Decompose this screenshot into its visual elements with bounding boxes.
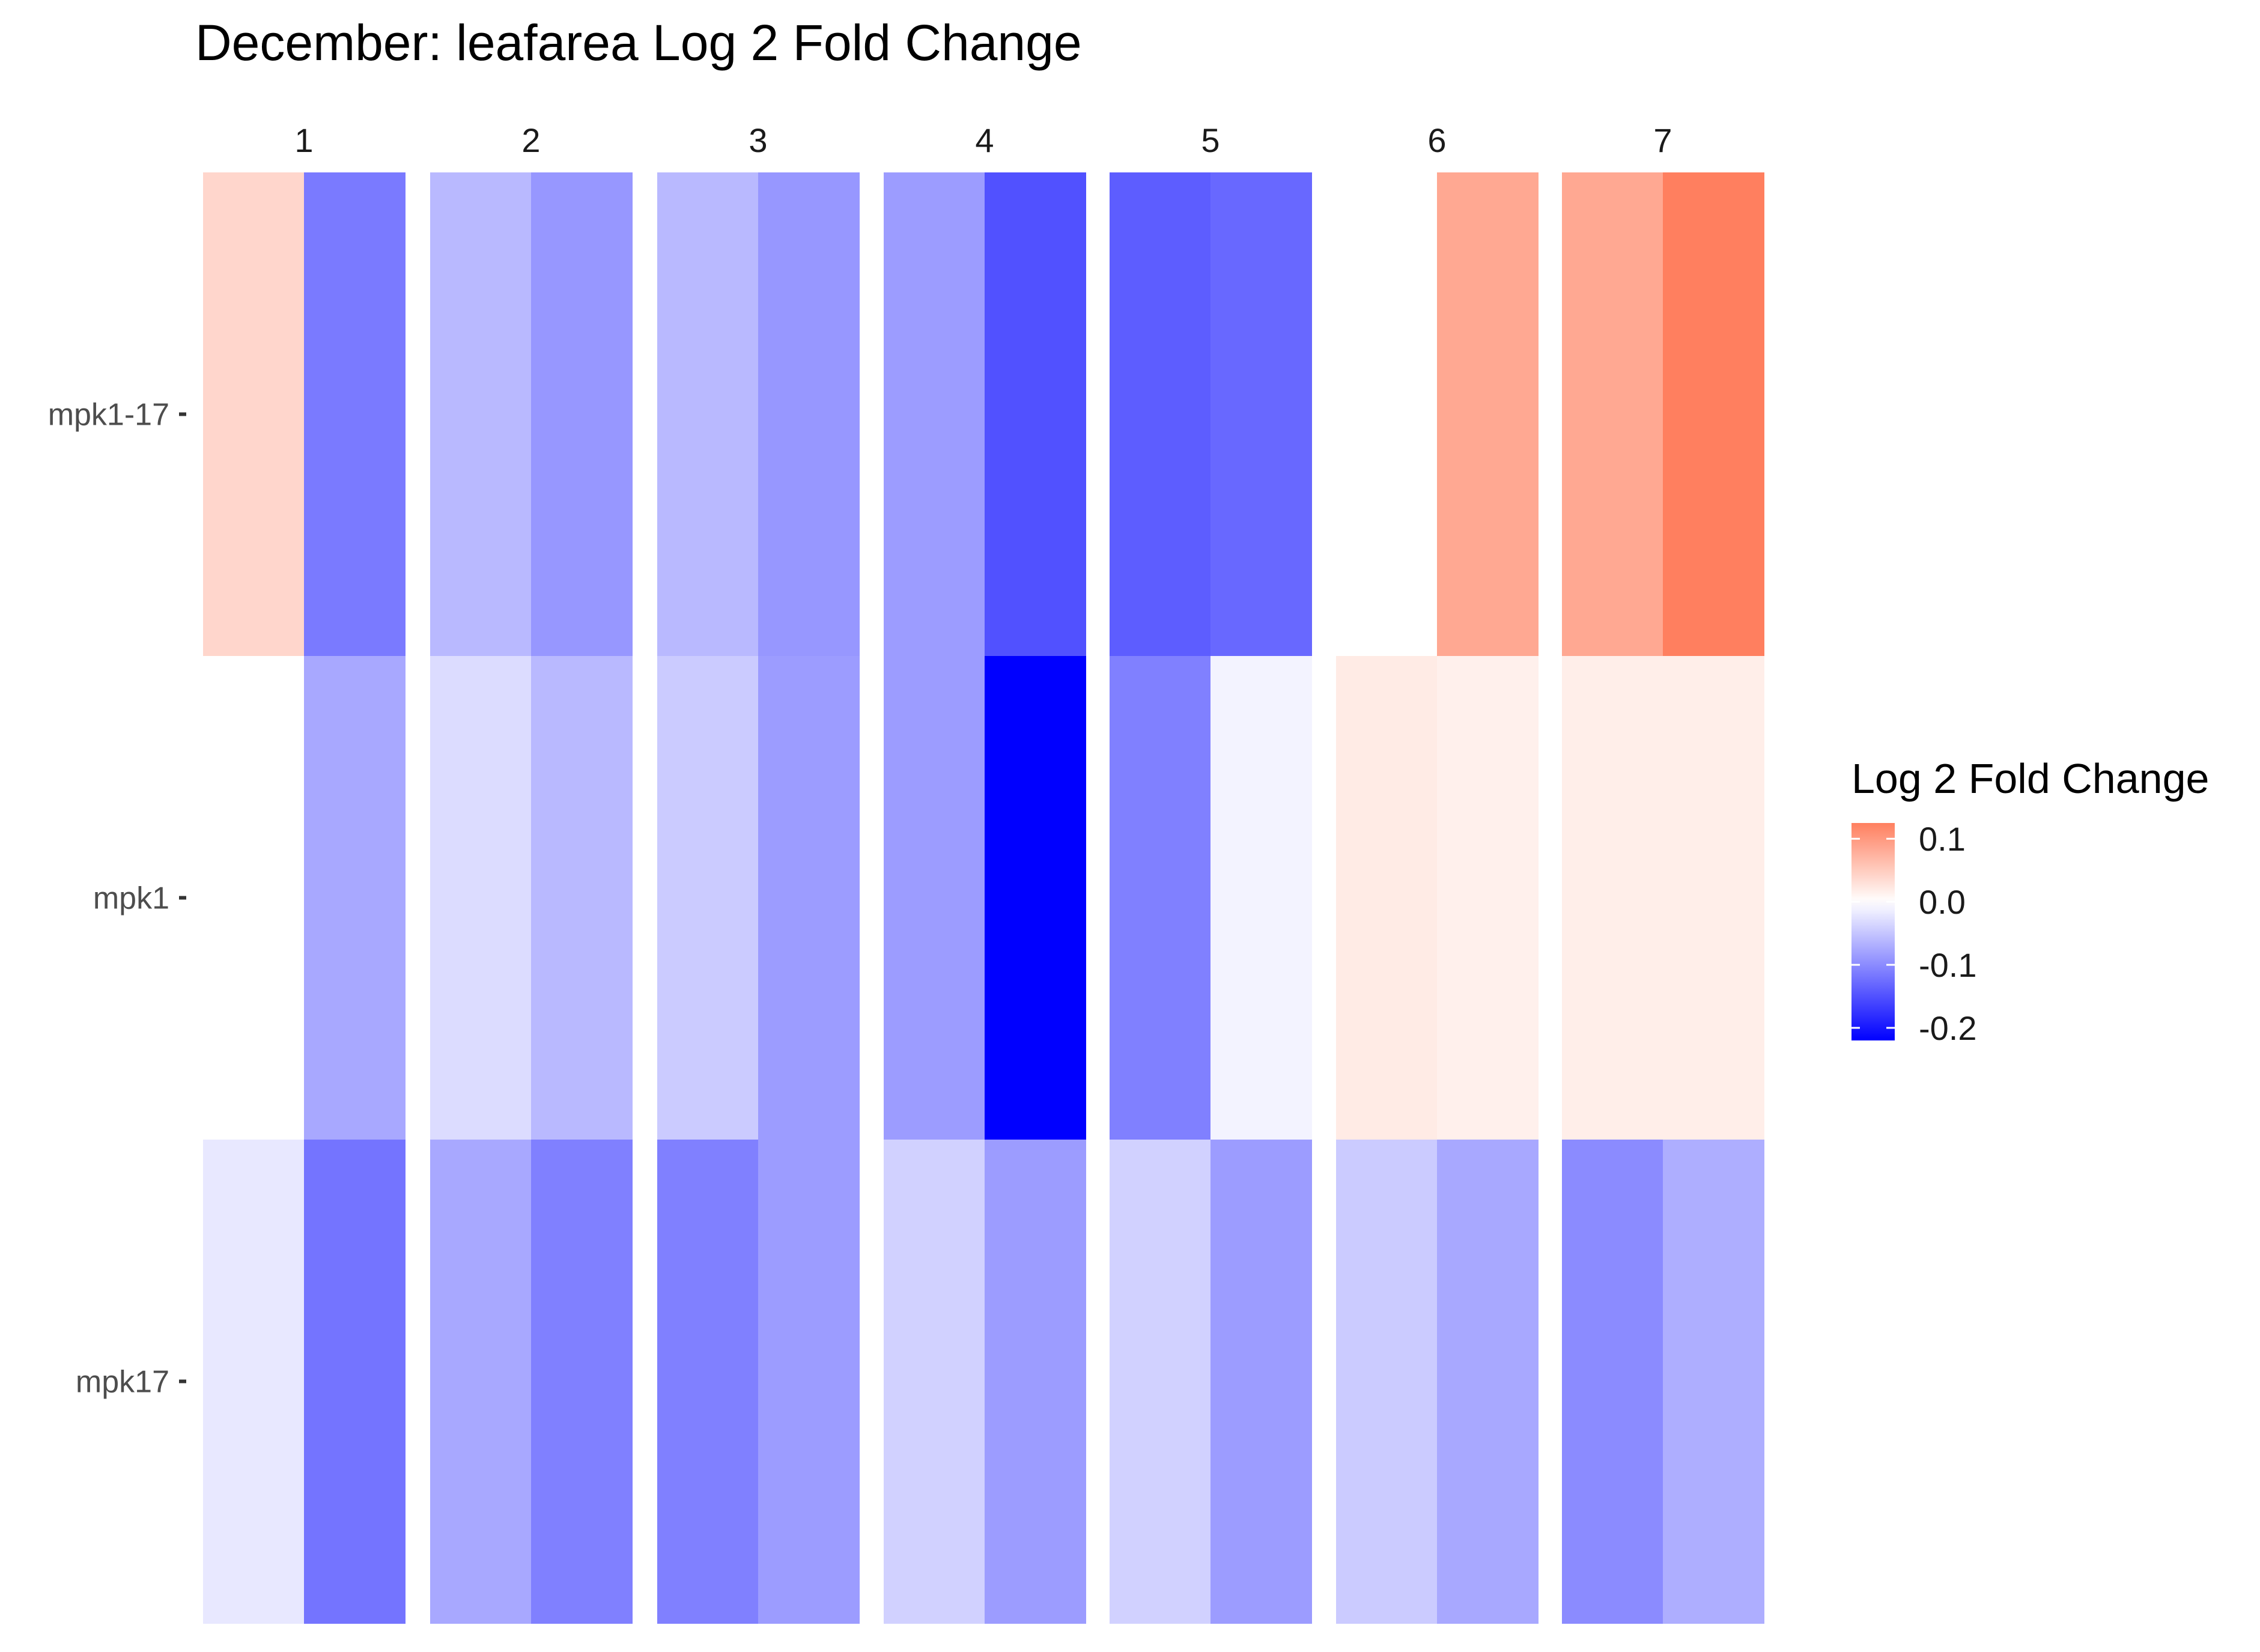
- tile-mpk1-17-7-1: [1562, 172, 1663, 657]
- facet-label-1: 1: [294, 121, 313, 159]
- tile-mpk1-1-1: [203, 656, 305, 1140]
- tile-mpk1-2-1: [430, 656, 532, 1140]
- tile-mpk17-2-2: [531, 1140, 633, 1624]
- tile-mpk1-3-2: [758, 656, 860, 1140]
- tile-mpk1-2-2: [531, 656, 633, 1140]
- tile-mpk17-5-1: [1110, 1140, 1211, 1624]
- y-tick-label-mpk17: mpk17: [76, 1365, 169, 1400]
- tile-mpk17-6-2: [1437, 1140, 1539, 1624]
- tile-mpk1-17-1-2: [304, 172, 406, 657]
- tile-mpk1-5-1: [1110, 656, 1211, 1140]
- tile-mpk1-6-1: [1336, 656, 1438, 1140]
- tile-mpk1-17-4-1: [884, 172, 985, 657]
- facet-labels: 1 2 3 4 5 6 7: [294, 121, 1672, 159]
- y-tick-label-mpk1: mpk1: [93, 881, 169, 916]
- legend-title: Log 2 Fold Change: [1851, 755, 2209, 802]
- tile-mpk1-5-2: [1210, 656, 1312, 1140]
- facet-label-3: 3: [749, 121, 767, 159]
- facet-label-6: 6: [1427, 121, 1446, 159]
- tile-mpk1-17-2-1: [430, 172, 532, 657]
- tile-mpk1-7-2: [1663, 656, 1764, 1140]
- tile-mpk17-3-2: [758, 1140, 860, 1624]
- tile-mpk1-4-2: [985, 656, 1086, 1140]
- tile-mpk17-4-1: [884, 1140, 985, 1624]
- tile-mpk17-2-1: [430, 1140, 532, 1624]
- tile-mpk17-5-2: [1210, 1140, 1312, 1624]
- tile-mpk1-17-3-2: [758, 172, 860, 657]
- tile-mpk17-6-1: [1336, 1140, 1438, 1624]
- tile-mpk1-17-2-2: [531, 172, 633, 657]
- facet-label-5: 5: [1201, 121, 1220, 159]
- legend-tick-label: -0.2: [1919, 1009, 1977, 1047]
- facet-label-2: 2: [521, 121, 540, 159]
- tile-mpk17-7-1: [1562, 1140, 1663, 1624]
- tile-mpk1-17-7-2: [1663, 172, 1764, 657]
- tile-mpk1-17-4-2: [985, 172, 1086, 657]
- tile-mpk1-4-1: [884, 656, 985, 1140]
- tile-mpk1-6-2: [1437, 656, 1539, 1140]
- tile-mpk1-17-5-1: [1110, 172, 1211, 657]
- tile-mpk17-1-2: [304, 1140, 406, 1624]
- legend-ticks: 0.1 0.0 -0.1 -0.2: [1851, 820, 1977, 1047]
- tile-mpk17-7-2: [1663, 1140, 1764, 1624]
- tile-mpk17-4-2: [985, 1140, 1086, 1624]
- tile-mpk1-17-1-1: [203, 172, 305, 657]
- legend-colorbar: [1851, 823, 1895, 1040]
- y-axis: mpk1-17 mpk1 mpk17: [48, 398, 186, 1400]
- legend-tick-label: -0.1: [1919, 946, 1977, 984]
- tile-mpk1-17-6-2: [1437, 172, 1539, 657]
- facet-label-4: 4: [975, 121, 994, 159]
- tile-mpk1-17-5-2: [1210, 172, 1312, 657]
- heatmap-tiles: [203, 172, 1764, 1624]
- y-tick-label-mpk1-17: mpk1-17: [48, 398, 169, 433]
- tile-mpk1-17-3-1: [657, 172, 759, 657]
- tile-mpk1-3-1: [657, 656, 759, 1140]
- tile-mpk1-7-1: [1562, 656, 1663, 1140]
- tile-mpk1-17-6-1: [1336, 172, 1438, 657]
- legend-tick-label: 0.0: [1919, 883, 1966, 921]
- facet-label-7: 7: [1653, 121, 1672, 159]
- tile-mpk17-1-1: [203, 1140, 305, 1624]
- tile-mpk17-3-1: [657, 1140, 759, 1624]
- legend-tick-label: 0.1: [1919, 820, 1966, 858]
- legend: Log 2 Fold Change 0.1 0.0 -0.1 -0.2: [1851, 755, 2209, 1047]
- tile-mpk1-1-2: [304, 656, 406, 1140]
- chart-title: December: leafarea Log 2 Fold Change: [195, 14, 1082, 71]
